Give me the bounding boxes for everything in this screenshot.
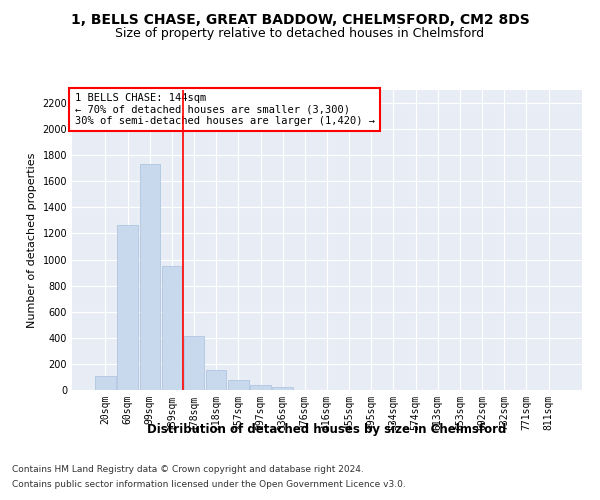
Bar [118,225,138,390]
Bar [272,387,293,390]
Text: 1, BELLS CHASE, GREAT BADDOW, CHELMSFORD, CM2 8DS: 1, BELLS CHASE, GREAT BADDOW, CHELMSFORD… [71,12,529,26]
Y-axis label: Number of detached properties: Number of detached properties [27,152,37,328]
Bar [228,380,248,390]
Bar [161,266,182,390]
Bar [184,336,204,390]
Text: Size of property relative to detached houses in Chelmsford: Size of property relative to detached ho… [115,28,485,40]
Text: Contains public sector information licensed under the Open Government Licence v3: Contains public sector information licen… [12,480,406,489]
Bar [206,370,226,390]
Text: 1 BELLS CHASE: 144sqm
← 70% of detached houses are smaller (3,300)
30% of semi-d: 1 BELLS CHASE: 144sqm ← 70% of detached … [74,93,374,126]
Bar [95,376,116,390]
Bar [140,164,160,390]
Text: Distribution of detached houses by size in Chelmsford: Distribution of detached houses by size … [148,422,506,436]
Text: Contains HM Land Registry data © Crown copyright and database right 2024.: Contains HM Land Registry data © Crown c… [12,465,364,474]
Bar [250,384,271,390]
